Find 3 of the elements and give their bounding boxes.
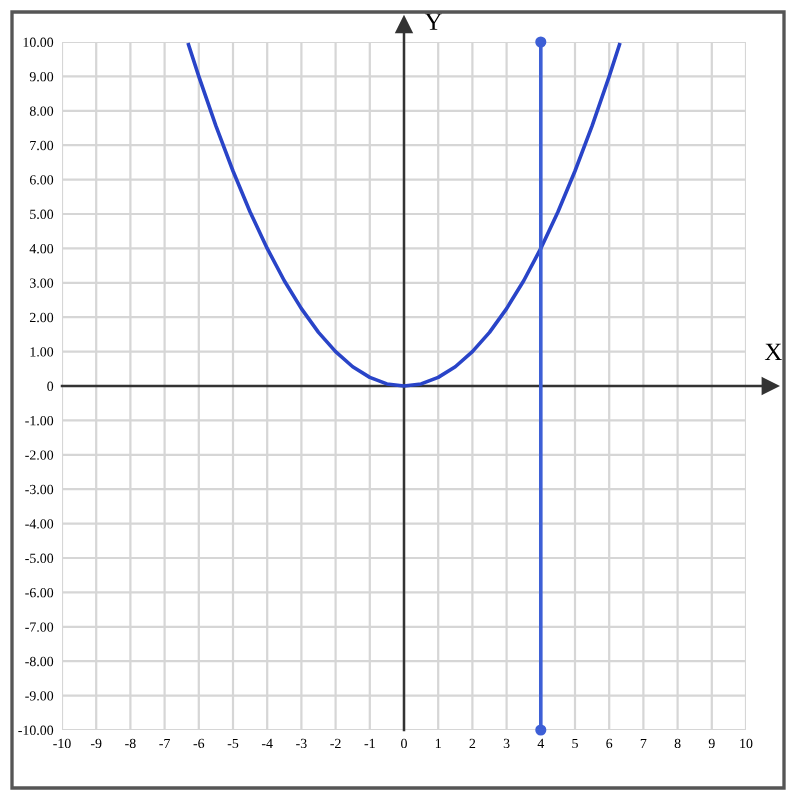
y-axis-title: Y — [424, 13, 442, 30]
line-series — [186, 42, 622, 388]
x-axis-title: X — [764, 343, 782, 361]
